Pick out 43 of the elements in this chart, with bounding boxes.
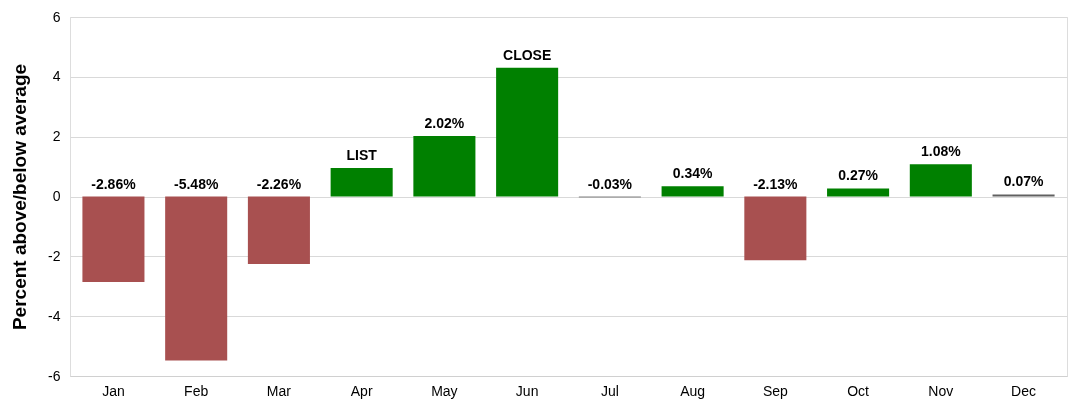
- x-tick-label: Jun: [515, 382, 539, 399]
- x-tick-label: Feb: [184, 382, 209, 399]
- x-tick-label: May: [431, 382, 458, 399]
- bar: [413, 136, 476, 197]
- x-tick-label: Jan: [102, 382, 125, 399]
- y-tick-label: -4: [48, 307, 61, 324]
- data-label: -5.48%: [174, 175, 219, 192]
- data-label: CLOSE: [503, 46, 552, 63]
- x-tick-label: Apr: [350, 382, 373, 399]
- y-tick-label: 0: [52, 188, 61, 204]
- x-tick-label: Mar: [266, 382, 292, 399]
- y-tick-label: 4: [52, 68, 61, 85]
- bar: [909, 164, 972, 197]
- y-tick-label: 2: [52, 128, 61, 145]
- x-tick-label: Nov: [928, 382, 954, 399]
- y-tick-label: -2: [48, 247, 61, 264]
- x-tick-label: Jul: [600, 382, 619, 399]
- data-label: -2.86%: [91, 175, 137, 192]
- data-label: -0.03%: [587, 175, 633, 192]
- data-label: 0.27%: [838, 167, 879, 184]
- bar: [82, 196, 145, 283]
- data-label: 2.02%: [424, 115, 465, 132]
- y-axis-title: Percent above/below average: [9, 63, 31, 331]
- bar: [992, 194, 1055, 197]
- data-label: 1.08%: [920, 143, 962, 160]
- bar: [330, 168, 393, 197]
- data-label: 0.07%: [1003, 173, 1044, 190]
- x-tick-label: Sep: [762, 382, 789, 399]
- bar: [827, 188, 890, 197]
- bar: [661, 186, 724, 197]
- bar: [165, 196, 228, 361]
- data-label: LIST: [346, 147, 378, 164]
- bar: [496, 67, 559, 197]
- y-tick-label: -6: [48, 367, 61, 384]
- data-label: 0.34%: [672, 165, 713, 182]
- x-tick-label: Oct: [847, 382, 870, 399]
- y-tick-label: 6: [52, 8, 61, 25]
- x-tick-label: Dec: [1011, 382, 1037, 399]
- x-tick-label: Aug: [680, 382, 706, 399]
- data-label: -2.26%: [256, 175, 302, 192]
- bar: [247, 196, 310, 265]
- bar: [744, 196, 807, 261]
- data-label: -2.13%: [753, 175, 799, 192]
